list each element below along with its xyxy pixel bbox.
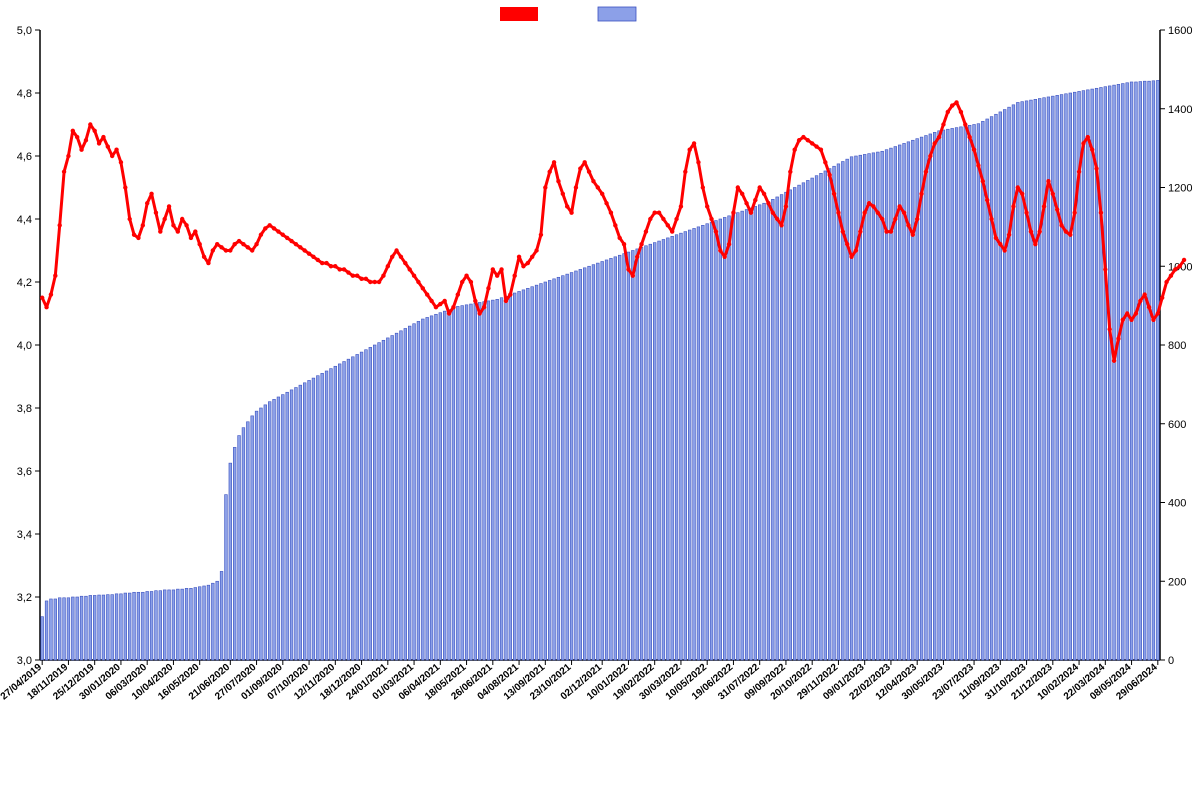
y-right-tick-label: 1200 (1168, 183, 1192, 195)
y-left-tick-label: 4,4 (17, 214, 32, 226)
y-right-tick-label: 400 (1168, 498, 1186, 510)
y-left-tick-label: 4,0 (17, 340, 32, 352)
y-left-tick-label: 4,6 (17, 151, 32, 163)
y-left-tick-label: 3,4 (17, 529, 32, 541)
y-left-tick-label: 5,0 (17, 25, 32, 37)
chart-svg: 3,0 3,2 3,4 3,6 3,8 4,0 4,2 4,4 4,6 4,8 5,0 0 200 400… (0, 0, 1200, 800)
y-left-tick-label: 3,8 (17, 403, 32, 415)
y-right-tick-label: 0 (1168, 655, 1174, 667)
y-left-tick-label: 4,8 (17, 88, 32, 100)
y-left-tick-label: 3,2 (17, 592, 32, 604)
y-left-tick-label: 4,2 (17, 277, 32, 289)
y-right-tick-label: 1600 (1168, 25, 1192, 37)
combo-chart: 3,0 3,2 3,4 3,6 3,8 4,0 4,2 4,4 4,6 4,8 5,0 0 200 400… (0, 0, 1200, 800)
y-left-tick-label: 3,6 (17, 466, 32, 478)
y-right-tick-label: 600 (1168, 419, 1186, 431)
y-left-tick-label: 3,0 (17, 655, 32, 667)
y-right-tick-label: 800 (1168, 340, 1186, 352)
y-right-tick-label: 200 (1168, 576, 1186, 588)
y-right-tick-label: 1400 (1168, 104, 1192, 116)
